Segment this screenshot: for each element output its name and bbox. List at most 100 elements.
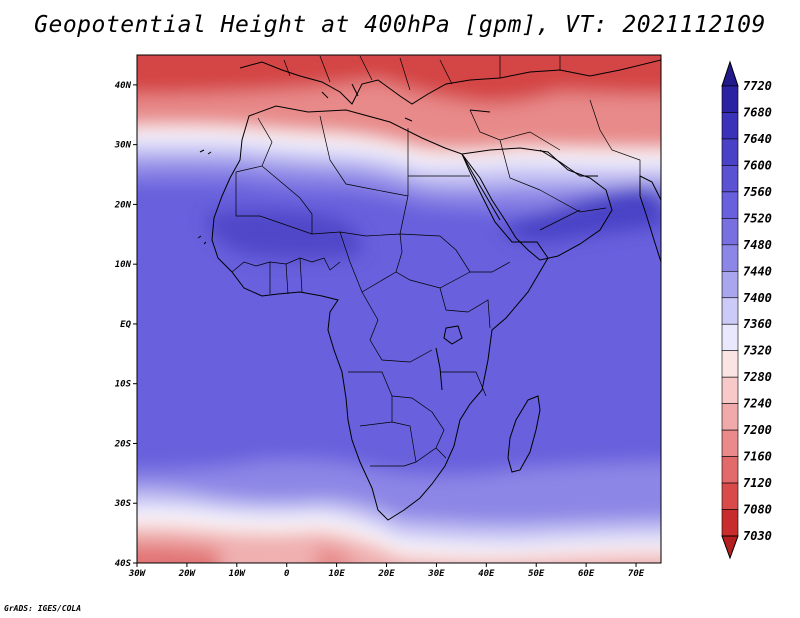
colorbar-label: 7720 (743, 79, 772, 93)
colorbar-swatch (721, 323, 739, 352)
border-congo (361, 291, 433, 363)
colorbar-label: 7030 (743, 529, 772, 543)
south-light-purple-band (137, 458, 661, 525)
border-algeria-libya (319, 115, 367, 189)
south-pale-band (137, 489, 661, 545)
colorbar-label: 7240 (743, 397, 772, 411)
chart-title: Geopotential Height at 400hPa [gpm], VT:… (34, 12, 766, 38)
lake-victoria (443, 325, 463, 345)
south-low-band (137, 525, 661, 563)
y-tick-label: 10N (115, 260, 132, 270)
border-sahel (235, 172, 441, 237)
colorbar-swatch (721, 297, 739, 325)
x-tick-label: 10W (229, 569, 247, 579)
country-borders (231, 55, 641, 467)
colorbar-swatch (721, 218, 739, 246)
arabia-coastline (461, 147, 613, 261)
x-tick-label: 50E (528, 569, 545, 579)
colorbar-swatch (721, 138, 739, 166)
y-axis: 40N 30N 20N 10N EQ 10S 20S 30S 40S (114, 81, 137, 569)
colorbar-label: 7680 (743, 105, 772, 119)
north-trough (137, 55, 661, 104)
footer-credit: GrADS: IGES/COLA (4, 604, 82, 613)
border-middle-east (469, 109, 561, 191)
y-tick-label: 30N (114, 141, 132, 151)
y-tick-label: 40S (115, 559, 132, 569)
cape-verde (197, 235, 207, 245)
canary-islands (199, 149, 212, 155)
colorbar-label: 7320 (743, 344, 772, 358)
colorbar-label: 7360 (743, 317, 772, 331)
y-tick-label: EQ (120, 320, 131, 330)
colorbar-swatch (721, 165, 739, 193)
colorbar-swatch (721, 85, 739, 113)
south-africa-low (314, 545, 354, 563)
x-tick-label: 20E (377, 569, 395, 579)
west-africa-high (205, 210, 362, 259)
africa-coastline (211, 105, 549, 521)
x-axis: 30W 20W 10W 0 10E 20E 30E 40E 50E 60E 70E (128, 563, 645, 579)
x-tick-label: 70E (628, 569, 645, 579)
lake-tanganyika (435, 347, 443, 391)
north-neutral-band (137, 126, 661, 166)
north-pale-band (137, 141, 661, 188)
colorbar-label: 7560 (743, 185, 772, 199)
colorbar-label: 7080 (743, 503, 772, 517)
x-tick-label: 20W (178, 569, 197, 579)
persian-gulf (539, 149, 598, 177)
red-sea (461, 153, 501, 221)
x-tick-label: 40E (478, 569, 495, 579)
border-namibia-botswana (359, 421, 417, 463)
border-south-africa (370, 447, 447, 467)
colorbar-swatch (721, 191, 739, 219)
colorbar-swatch (721, 270, 739, 299)
colorbar-bottom-triangle (721, 535, 739, 560)
border-morocco-algeria (235, 117, 273, 173)
border-europe (283, 55, 561, 91)
y-tick-label: 10S (115, 380, 132, 390)
border-chad-sudan (395, 195, 409, 273)
colorbar-swatch (721, 350, 739, 378)
border-west-africa-2 (269, 257, 303, 295)
colorbar-label: 7280 (743, 370, 772, 384)
coastlines (197, 59, 661, 521)
colorbar-label: 7200 (743, 423, 772, 437)
arabian-sea-high (500, 185, 661, 242)
border-arabia-interior (539, 189, 607, 231)
colorbar-label: 7520 (743, 211, 772, 225)
border-zambia-zimbabwe (391, 395, 445, 449)
border-tanzania-mozambique (440, 371, 487, 397)
colorbar-swatch (721, 429, 739, 457)
colorbar-label: 7600 (743, 158, 772, 172)
x-tick-label: 30W (128, 569, 147, 579)
europe-coastline (239, 59, 661, 105)
border-angola (348, 371, 393, 422)
colorbar-label: 7440 (743, 264, 772, 278)
colorbar-swatch (721, 403, 739, 431)
colorbar-swatch (721, 456, 739, 484)
north-light-purple-band (137, 159, 661, 210)
height-field (137, 55, 661, 563)
colorbar-swatch (721, 376, 739, 404)
colorbar: 7720 7680 7640 7600 7560 7520 7480 7440 7400 7360… (721, 60, 772, 560)
colorbar-swatch (721, 482, 739, 510)
y-tick-label: 40N (115, 81, 132, 91)
colorbar-swatch (721, 244, 739, 272)
border-libya-chad (365, 187, 409, 197)
x-tick-label: 30E (427, 569, 445, 579)
south-neutral-band (137, 509, 661, 559)
x-tick-label: 10E (328, 569, 345, 579)
y-tick-label: 20N (114, 200, 132, 210)
colorbar-label: 7480 (743, 238, 772, 252)
border-east-africa (439, 287, 491, 329)
colorbar-label: 7120 (743, 476, 772, 490)
india-coastline (639, 175, 661, 263)
colorbar-swatch (721, 112, 739, 140)
border-algeria-mali (261, 165, 313, 234)
y-tick-label: 30S (114, 499, 132, 509)
border-west-africa (231, 257, 341, 273)
y-tick-label: 20S (114, 439, 132, 449)
plot-frame (136, 54, 662, 564)
colorbar-swatch (721, 509, 739, 537)
